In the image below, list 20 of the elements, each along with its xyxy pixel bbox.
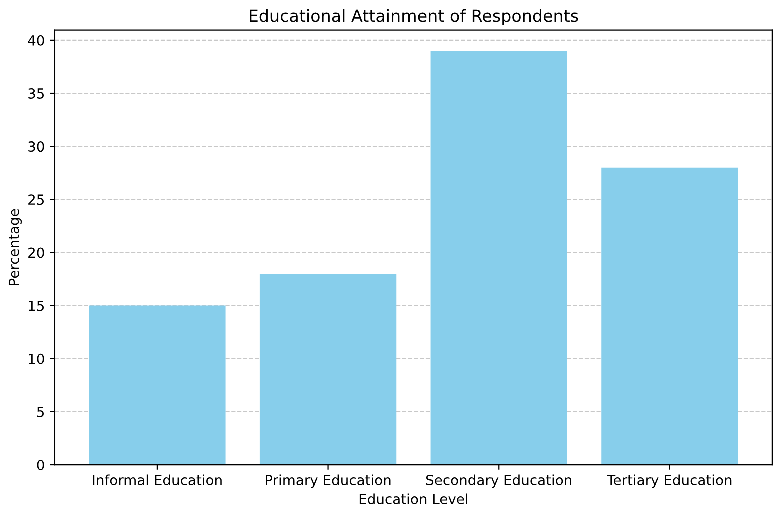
y-tick-label: 30 xyxy=(28,142,44,152)
x-tick-label: Primary Education xyxy=(266,474,391,488)
y-tick-label: 20 xyxy=(28,248,44,258)
x-axis-title: Education Level xyxy=(360,494,468,504)
chart-title: Educational Attainment of Respondents xyxy=(250,9,578,26)
y-tick-label: 25 xyxy=(28,194,44,206)
bar xyxy=(260,274,397,466)
y-tick-label: 5 xyxy=(37,407,44,418)
y-tick-label: 35 xyxy=(28,88,44,99)
y-tick-label: 0 xyxy=(37,460,44,470)
x-tick-label: Informal Education xyxy=(93,474,222,486)
y-tick-label: 40 xyxy=(28,35,44,46)
bar xyxy=(89,306,226,466)
y-tick-label: 10 xyxy=(29,354,44,364)
x-tick-label: Secondary Education xyxy=(426,474,572,488)
y-axis-title: Percentage xyxy=(8,209,22,286)
bar xyxy=(430,51,568,466)
y-tick-label: 15 xyxy=(29,300,44,312)
x-tick-label: Tertiary Education xyxy=(607,474,732,488)
bar xyxy=(602,168,738,466)
